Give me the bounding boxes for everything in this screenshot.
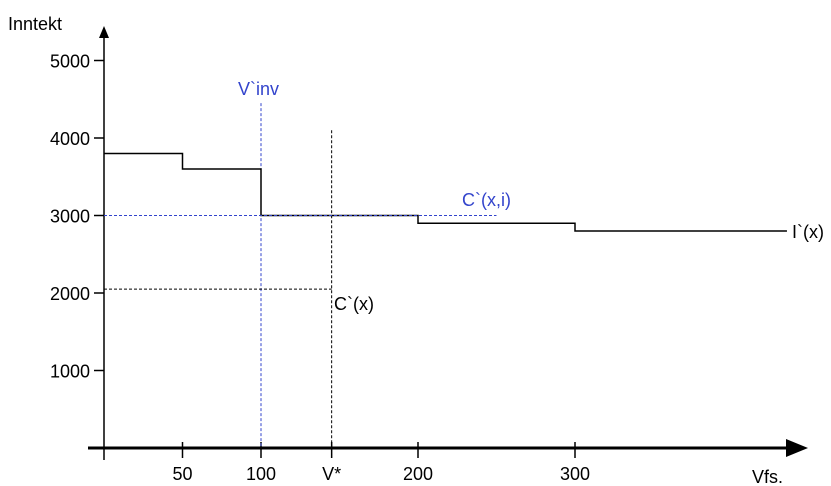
series [104,154,787,290]
y-tick-label: 5000 [50,52,90,72]
annotation-c-x-i: C`(x,i) [462,190,511,210]
y-tick-label: 2000 [50,284,90,304]
x-axis-arrow [786,439,808,457]
y-axis-arrow [99,26,109,38]
series-line-0 [104,154,787,232]
x-tick-label: 200 [403,464,433,484]
x-tick-label: 300 [560,464,590,484]
reference-lines [261,103,332,448]
y-axis-title: Inntekt [8,14,62,34]
x-tick-label: V* [322,464,341,484]
annotation-i-x: I`(x) [792,222,824,242]
y-tick-label: 1000 [50,362,90,382]
y-tick-label: 3000 [50,207,90,227]
x-tick-label: 100 [246,464,276,484]
y-tick-label: 4000 [50,129,90,149]
y-ticks: 1000 2000 3000 4000 5000 [50,52,104,382]
x-axis-title: Vfs. [752,467,783,486]
x-tick-label: 50 [172,464,192,484]
annotation-v-inv: V`inv [238,79,279,99]
annotation-c-x: C`(x) [334,294,374,314]
